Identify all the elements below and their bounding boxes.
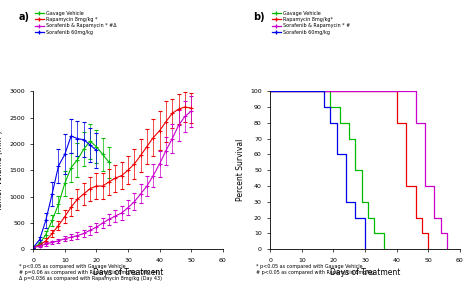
- X-axis label: Days of Treatment: Days of Treatment: [93, 268, 163, 277]
- Text: * p<0.05 as compared with Gavage Vehicle
# p=0.06 as compared with Rapamycin 8mg: * p<0.05 as compared with Gavage Vehicle…: [19, 264, 162, 281]
- Legend: Gavage Vehicle, Rapamycin 8mg/kg*, Sorafenib & Rapamycin * #, Sorafenib 60mg/kg: Gavage Vehicle, Rapamycin 8mg/kg*, Soraf…: [270, 9, 352, 36]
- Text: a): a): [19, 12, 30, 22]
- Text: b): b): [254, 12, 265, 22]
- X-axis label: Days of Treatment: Days of Treatment: [330, 268, 400, 277]
- Y-axis label: Tumor Volume (mm³): Tumor Volume (mm³): [0, 130, 4, 211]
- Legend: Gavage Vehicle, Rapamycin 8mg/kg *, Sorafenib & Rapamycin * #Δ, Sorafenib 60mg/k: Gavage Vehicle, Rapamycin 8mg/kg *, Sora…: [33, 9, 118, 36]
- Text: * p<0.05 as compared with Gavage Vehicle
# p<0.05 as compared with Rapamycin 8mg: * p<0.05 as compared with Gavage Vehicle…: [256, 264, 374, 275]
- Y-axis label: Percent Survival: Percent Survival: [236, 139, 245, 202]
